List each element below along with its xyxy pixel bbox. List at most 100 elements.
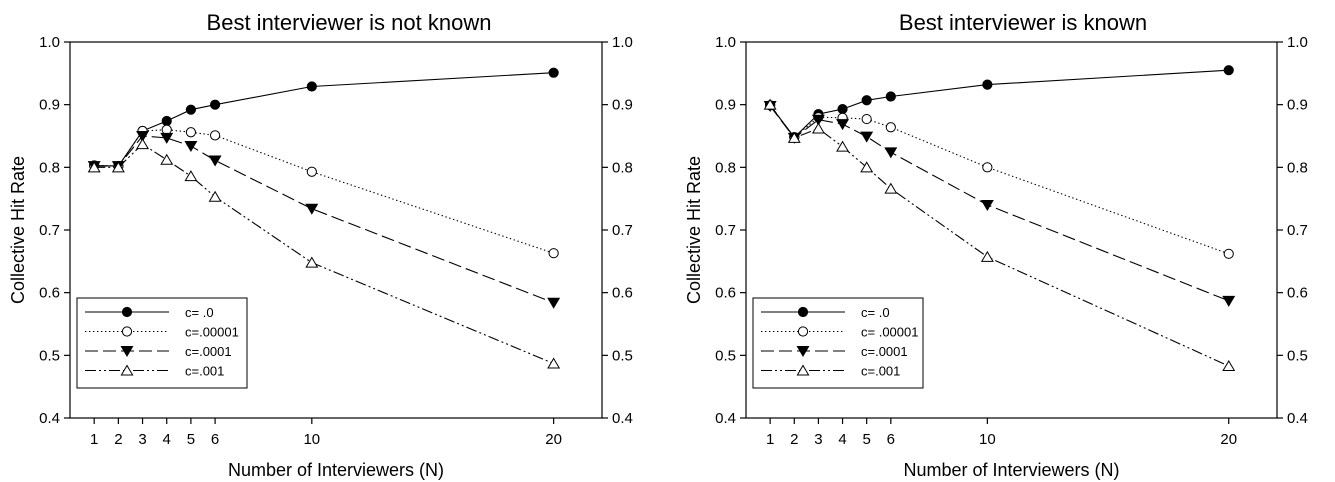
chart-panel-2: Best interviewer is known Collective Hit … <box>684 10 1308 480</box>
y-tick-label-right: 1.0 <box>612 34 633 51</box>
series-1 <box>765 65 1234 143</box>
data-point <box>1222 359 1236 371</box>
x-tick-label: 3 <box>814 431 822 448</box>
data-point <box>1222 295 1236 307</box>
x-tick-label: 3 <box>138 431 146 448</box>
x-tick-label: 10 <box>979 431 996 448</box>
legend-marker <box>797 306 809 318</box>
legend-marker <box>120 364 134 376</box>
x-tick-label: 5 <box>187 431 195 448</box>
y-tick-label-right: 1.0 <box>1287 34 1308 51</box>
data-point <box>185 104 197 115</box>
data-point <box>811 114 825 126</box>
data-point <box>1223 248 1234 259</box>
y-tick-label-left: 0.8 <box>39 159 60 176</box>
data-point <box>185 127 197 138</box>
data-point <box>860 161 874 173</box>
data-point <box>160 132 174 144</box>
y-tick-label-right: 0.4 <box>1287 410 1308 427</box>
x-tick-label: 2 <box>114 431 122 448</box>
legend-label: c= .0 <box>861 305 890 320</box>
series-4 <box>87 138 561 369</box>
data-point <box>306 81 317 92</box>
legend-marker <box>796 346 810 358</box>
legend-marker <box>120 346 134 358</box>
legend: c= .0 c= .00001 c=.0001 c=.001 <box>752 297 924 389</box>
data-point <box>160 153 174 165</box>
legend-label: c=.0001 <box>861 344 908 359</box>
series-line <box>94 135 554 304</box>
x-tick-label: 20 <box>545 431 562 448</box>
legend-label: c= .0 <box>185 305 214 320</box>
x-tick-label: 6 <box>211 431 219 448</box>
y-tick-label-left: 0.7 <box>715 222 736 239</box>
data-point <box>982 162 993 173</box>
legend-label: c=.0001 <box>185 344 232 359</box>
series-line <box>769 105 1229 302</box>
data-point <box>861 113 872 125</box>
data-point <box>87 161 101 173</box>
legend-label: c=.00001 <box>185 325 239 340</box>
legend-marker <box>121 326 133 337</box>
data-point <box>184 170 198 182</box>
series-4 <box>763 98 1236 371</box>
data-point <box>811 122 825 134</box>
x-tick-label: 20 <box>1220 431 1237 448</box>
y-tick-label-right: 0.4 <box>612 410 633 427</box>
y-tick-label-right: 0.8 <box>612 159 633 176</box>
legend: c= .0 c=.00001 c=.0001 c=.001 <box>76 297 248 389</box>
data-point <box>548 67 559 78</box>
legend-box <box>752 297 924 389</box>
data-point <box>306 166 317 177</box>
legend-marker <box>121 306 133 318</box>
y-tick-label-left: 0.5 <box>715 347 736 364</box>
legend-box <box>76 297 248 389</box>
series-line <box>769 104 1229 367</box>
data-point <box>209 99 221 110</box>
data-point <box>111 161 125 173</box>
y-tick-label-right: 0.8 <box>1287 159 1308 176</box>
data-point <box>208 190 222 202</box>
series-line <box>94 129 554 254</box>
y-axis-label: Collective Hit Rate <box>8 156 28 304</box>
x-axis-label: Number of Interviewers (N) <box>903 460 1119 480</box>
y-tick-label-left: 0.4 <box>715 410 736 427</box>
y-tick-label-left: 0.6 <box>39 285 60 302</box>
data-point <box>982 79 993 90</box>
data-point <box>860 131 874 143</box>
y-tick-label-right: 0.7 <box>1287 222 1308 239</box>
data-point <box>885 91 896 102</box>
series-line <box>94 143 554 365</box>
y-tick-label-right: 0.5 <box>612 347 633 364</box>
y-axis-label: Collective Hit Rate <box>684 156 704 304</box>
data-point <box>763 98 777 110</box>
chart-title: Best interviewer is known <box>899 10 1147 35</box>
data-point <box>184 141 198 153</box>
y-tick-label-left: 1.0 <box>715 34 736 51</box>
x-tick-label: 5 <box>863 431 871 448</box>
x-tick-label: 4 <box>838 431 846 448</box>
data-point <box>547 297 561 309</box>
data-point <box>837 103 848 115</box>
y-tick-label-right: 0.7 <box>612 222 633 239</box>
y-tick-label-left: 0.5 <box>39 347 60 364</box>
data-point <box>208 155 222 167</box>
y-tick-label-right: 0.5 <box>1287 347 1308 364</box>
data-point <box>1223 65 1234 76</box>
chart-title: Best interviewer is not known <box>207 10 492 35</box>
series-2 <box>765 100 1234 259</box>
y-tick-label-left: 1.0 <box>39 34 60 51</box>
data-point <box>136 138 150 150</box>
legend-label: c=.001 <box>861 364 900 379</box>
legend-marker <box>796 364 810 376</box>
legend-marker <box>797 326 809 337</box>
y-tick-label-left: 0.4 <box>39 410 60 427</box>
series-line <box>769 104 1229 255</box>
y-tick-label-left: 0.6 <box>715 285 736 302</box>
data-point <box>885 122 896 133</box>
y-tick-label-right: 0.9 <box>1287 97 1308 114</box>
data-point <box>209 130 221 141</box>
legend-label: c= .00001 <box>861 325 918 340</box>
data-point <box>305 203 319 215</box>
